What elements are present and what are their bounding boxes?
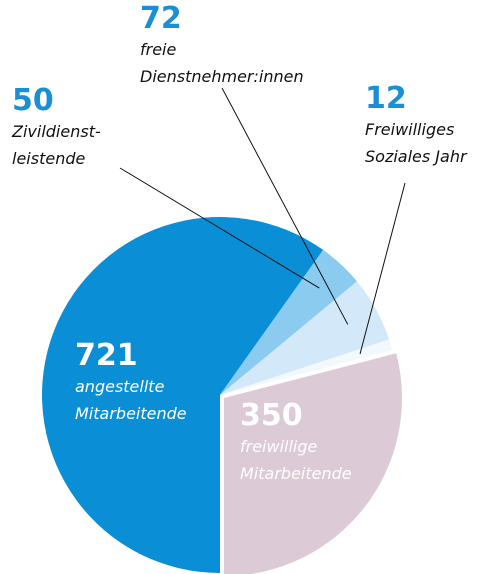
value-label: 721 [75, 338, 138, 373]
value-label: 50 [12, 83, 54, 118]
pie-slice [220, 339, 393, 395]
slice-label: freiwillige [240, 437, 318, 456]
pie-slice [42, 217, 324, 573]
slice-label: angestellte [75, 377, 165, 396]
slice-label: leistende [12, 149, 85, 168]
slice-label: Freiwilliges [365, 120, 454, 139]
slice-label: Mitarbeitende [240, 464, 352, 483]
leader-line [221, 87, 349, 325]
slice-label: Soziales Jahr [365, 147, 468, 166]
slice-label: Dienstnehmer:innen [140, 67, 304, 86]
pie-slice [220, 249, 358, 395]
pie-slice [220, 281, 390, 395]
leader-line [359, 182, 406, 355]
pie-slice [223, 353, 402, 574]
slice-label: freie [140, 40, 177, 59]
slice-label: Zivildienst- [11, 122, 101, 141]
value-label: 12 [365, 81, 407, 116]
leader-line [119, 167, 320, 289]
value-label: 72 [140, 1, 182, 36]
slice-label: Mitarbeitende [75, 404, 187, 423]
value-label: 350 [240, 398, 303, 433]
